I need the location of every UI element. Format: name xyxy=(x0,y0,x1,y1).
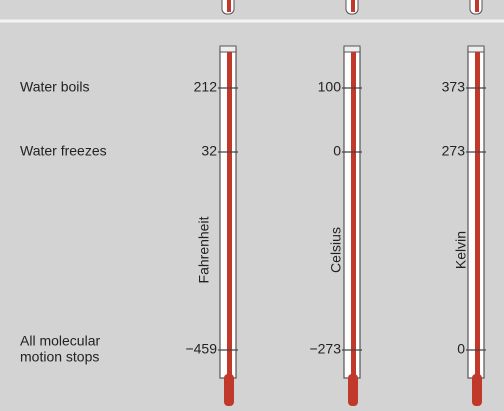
reading: −273 xyxy=(309,341,341,357)
row-label: All molecular xyxy=(20,333,100,349)
cap xyxy=(467,45,485,53)
cap xyxy=(219,45,237,53)
red-column xyxy=(475,52,480,382)
row-label: Water boils xyxy=(20,79,90,95)
reading: 273 xyxy=(442,143,466,159)
reading: 100 xyxy=(318,79,342,95)
row-label: Water freezes xyxy=(20,143,107,159)
reading: −459 xyxy=(185,341,217,357)
reading: 0 xyxy=(333,143,341,159)
reading: 212 xyxy=(194,79,218,95)
red-column xyxy=(351,52,356,382)
reading: 373 xyxy=(442,79,466,95)
row-label: motion stops xyxy=(20,349,99,365)
scale-name: Celsius xyxy=(328,227,344,273)
reading: 0 xyxy=(457,341,465,357)
bulb xyxy=(472,374,482,406)
column-end xyxy=(475,0,479,12)
reading: 32 xyxy=(201,143,217,159)
scale-name: Kelvin xyxy=(453,231,469,269)
red-column xyxy=(227,52,232,382)
bulb xyxy=(348,374,358,406)
column-end xyxy=(227,0,231,12)
scale-name: Fahrenheit xyxy=(196,216,212,283)
bulb xyxy=(224,374,234,406)
cap xyxy=(343,45,361,53)
column-end xyxy=(351,0,355,12)
